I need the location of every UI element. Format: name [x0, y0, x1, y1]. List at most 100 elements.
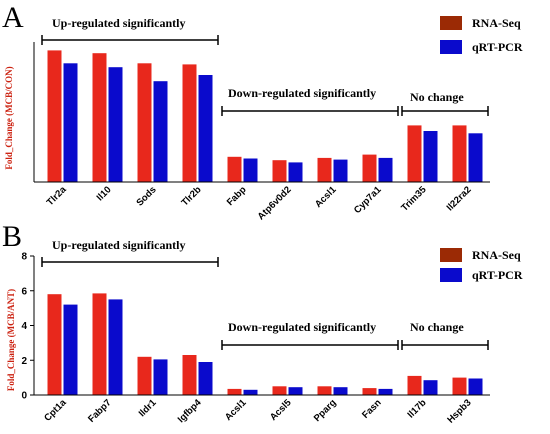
category-label-b-hspb3: Hspb3	[445, 397, 473, 425]
legend-a-qrt-swatch	[440, 40, 462, 54]
legend-b: RNA-Seq qRT-PCR	[440, 248, 523, 282]
group-label-b-2: No change	[410, 320, 464, 334]
legend-a-rna-swatch	[440, 16, 462, 30]
legend-b-rna-label: RNA-Seq	[472, 248, 521, 262]
legend-a-qrt-label: qRT-PCR	[472, 40, 523, 54]
bar-a-qrt-pcr-tlr2b	[198, 75, 213, 182]
bar-b-rna-seq-ildr1	[137, 356, 152, 395]
y-tick-label-b-4: 4	[21, 321, 27, 332]
group-bracket-b-0	[41, 257, 219, 267]
bar-b-qrt-pcr-il17b	[423, 380, 438, 395]
bar-b-rna-seq-hspb3	[452, 377, 467, 395]
group-bracket-b-2	[401, 340, 489, 350]
category-label-a-acsl1: Acsl1	[313, 184, 339, 210]
panel-b-letter: B	[2, 220, 22, 253]
category-label-a-sods: Sods	[134, 184, 158, 208]
group-bracket-a-0	[41, 35, 219, 45]
bar-b-rna-seq-fasn	[362, 388, 377, 396]
category-label-b-acsl1: Acsl1	[223, 397, 249, 423]
bar-a-rna-seq-trim35	[407, 125, 422, 182]
group-brackets-b: Up-regulated significantly Down-regulated…	[41, 238, 489, 350]
category-label-a-il22ra2: Il22ra2	[445, 184, 474, 213]
bar-b-qrt-pcr-acsl5	[288, 387, 303, 395]
y-tick-label-b-2: 2	[21, 356, 27, 367]
bar-a-rna-seq-atp6v0d2	[272, 160, 287, 182]
group-label-b-0: Up-regulated significantly	[52, 238, 185, 252]
group-bracket-b-1	[221, 340, 399, 350]
y-tick-label-b-0: 0	[21, 391, 27, 402]
y-tick-label-b-8: 8	[21, 252, 27, 263]
bar-b-qrt-pcr-fabp7	[108, 299, 123, 395]
bar-b-qrt-pcr-acsl1	[243, 389, 258, 395]
bar-a-qrt-pcr-atp6v0d2	[288, 162, 303, 182]
panel-b: B RNA-Seq qRT-PCR Fold_Change (MCB/ANT) …	[2, 220, 523, 426]
category-label-b-il17b: Il17b	[406, 397, 429, 420]
legend-a: RNA-Seq qRT-PCR	[440, 16, 523, 54]
group-label-a-0: Up-regulated significantly	[52, 16, 185, 30]
group-label-a-1: Down-regulated significantly	[228, 86, 376, 100]
bar-a-qrt-pcr-fabp	[243, 158, 258, 182]
category-label-a-cyp7a1: Cyp7a1	[352, 184, 384, 216]
bar-a-rna-seq-cyp7a1	[362, 154, 377, 182]
bar-a-qrt-pcr-tlr2a	[63, 63, 78, 182]
bar-b-rna-seq-il17b	[407, 375, 422, 395]
category-label-a-fabp: Fabp	[225, 184, 249, 208]
bar-a-qrt-pcr-acsl1	[333, 159, 348, 182]
bar-b-rna-seq-acsl1	[227, 388, 242, 395]
bar-a-rna-seq-il22ra2	[452, 125, 467, 182]
group-bracket-a-2	[401, 106, 489, 116]
category-label-b-fabp7: Fabp7	[86, 397, 114, 425]
category-label-a-trim35: Trim35	[399, 184, 429, 214]
bar-b-rna-seq-fabp7	[92, 293, 107, 395]
panel-a-letter: A	[2, 1, 24, 34]
category-label-b-ildr1: Ildr1	[137, 397, 159, 419]
group-label-a-2: No change	[410, 90, 464, 104]
bar-b-rna-seq-acsl5	[272, 386, 287, 395]
bar-a-qrt-pcr-il22ra2	[468, 133, 483, 182]
category-label-a-tlr2b: Tlr2b	[179, 184, 203, 208]
category-label-b-cpt1a: Cpt1a	[42, 397, 69, 424]
category-label-a-tlr2a: Tlr2a	[45, 184, 69, 208]
category-label-b-fasn: Fasn	[360, 397, 384, 421]
bars-a	[47, 50, 483, 183]
bar-b-qrt-pcr-cpt1a	[63, 304, 78, 395]
category-label-b-pparg: Pparg	[312, 397, 339, 424]
category-label-b-acsl5: Acsl5	[268, 397, 294, 423]
legend-b-qrt-label: qRT-PCR	[472, 268, 523, 282]
bar-a-qrt-pcr-trim35	[423, 131, 438, 182]
bars-b	[47, 293, 483, 396]
y-axis-label-b: Fold_Change (MCB/ANT)	[6, 289, 16, 391]
bar-b-qrt-pcr-igfbp4	[198, 362, 213, 395]
bar-b-qrt-pcr-fasn	[378, 388, 393, 395]
bar-a-rna-seq-fabp	[227, 156, 242, 182]
group-brackets-a: Up-regulated significantly Down-regulated…	[41, 16, 489, 116]
bar-a-qrt-pcr-sods	[153, 81, 168, 182]
bar-b-rna-seq-cpt1a	[47, 294, 62, 395]
y-ticks-b: 0 2 4 6 8	[21, 252, 34, 402]
bar-a-rna-seq-tlr2a	[47, 50, 62, 183]
panel-a: A RNA-Seq qRT-PCR Fold_Change (MCB/CON) …	[2, 1, 523, 222]
bar-b-rna-seq-igfbp4	[182, 355, 197, 395]
category-label-a-atp6v0d2: Atp6v0d2	[256, 184, 294, 222]
group-label-b-1: Down-regulated significantly	[228, 320, 376, 334]
bar-b-qrt-pcr-hspb3	[468, 378, 483, 395]
category-labels-b: Cpt1a Fabp7 Ildr1 Igfbp4 Acsl1 Acsl5 Pparg Fasn…	[42, 397, 473, 426]
bar-b-qrt-pcr-ildr1	[153, 359, 168, 395]
bar-a-qrt-pcr-cyp7a1	[378, 157, 393, 182]
legend-a-rna-label: RNA-Seq	[472, 16, 521, 30]
bar-a-qrt-pcr-il10	[108, 67, 123, 182]
bar-a-rna-seq-il10	[92, 53, 107, 183]
legend-b-rna-swatch	[440, 248, 462, 262]
bar-a-rna-seq-acsl1	[317, 157, 332, 182]
category-label-b-igfbp4: Igfbp4	[176, 397, 204, 425]
bar-a-rna-seq-sods	[137, 63, 152, 182]
group-bracket-a-1	[221, 106, 399, 116]
bar-b-rna-seq-pparg	[317, 386, 332, 395]
y-tick-label-b-6: 6	[21, 286, 27, 297]
category-label-a-il10: Il10	[95, 184, 114, 203]
bar-b-qrt-pcr-pparg	[333, 387, 348, 395]
bar-a-rna-seq-tlr2b	[182, 64, 197, 182]
y-axis-label-a: Fold_Change (MCB/CON)	[4, 66, 14, 169]
category-labels-a: Tlr2a Il10 Sods Tlr2b Fabp Atp6v0d2 Acsl1 Cyp7a…	[45, 184, 474, 223]
